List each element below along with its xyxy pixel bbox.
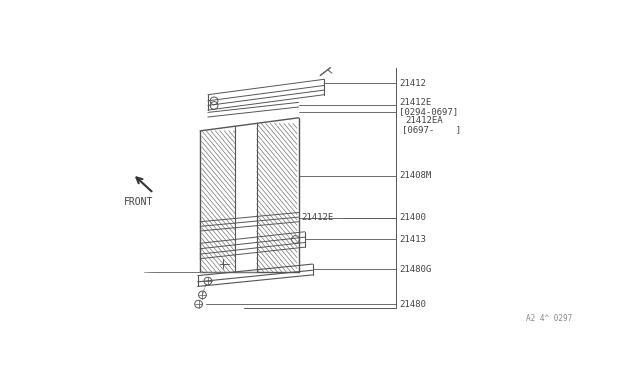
Text: A2 4^ 0297: A2 4^ 0297: [526, 314, 572, 323]
Text: 21480G: 21480G: [399, 265, 431, 274]
Text: 21412EA: 21412EA: [406, 116, 443, 125]
Text: 21480: 21480: [399, 299, 426, 309]
Text: [0697-    ]: [0697- ]: [403, 126, 461, 135]
Text: 21412E: 21412E: [301, 214, 333, 222]
Text: 21412E: 21412E: [399, 98, 431, 107]
Text: 21400: 21400: [399, 214, 426, 222]
Text: 21413: 21413: [399, 235, 426, 244]
Text: [0294-0697]: [0294-0697]: [399, 107, 458, 116]
Text: FRONT: FRONT: [124, 198, 153, 208]
Text: 21412: 21412: [399, 78, 426, 88]
Text: 21408M: 21408M: [399, 171, 431, 180]
